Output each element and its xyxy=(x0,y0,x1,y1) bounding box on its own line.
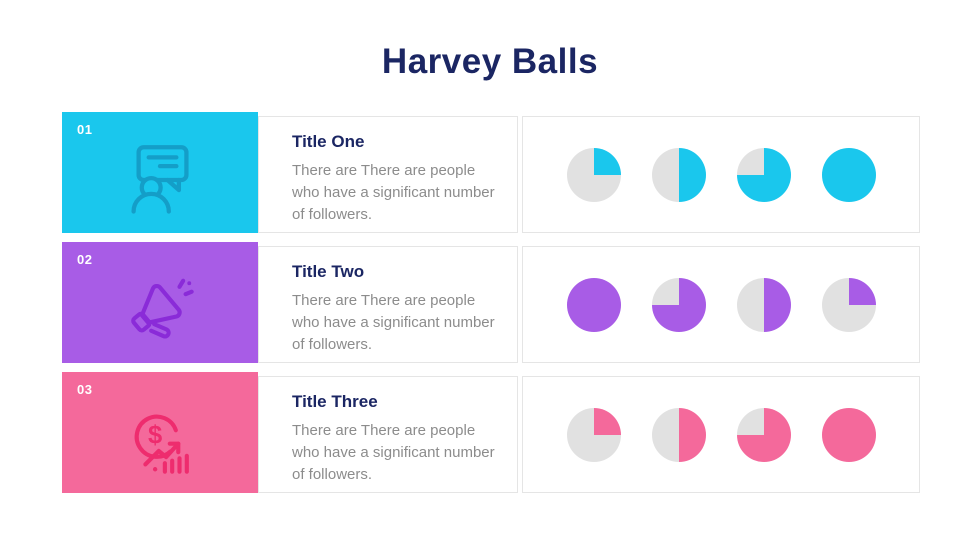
rows-container: 01 Title One There are There are people … xyxy=(62,112,920,502)
harvey-ball xyxy=(566,277,621,332)
harvey-ball xyxy=(651,407,706,462)
harvey-balls-group xyxy=(522,116,920,233)
row-number: 03 xyxy=(77,382,93,397)
row-number-box: 01 xyxy=(62,112,258,233)
row-item: 01 Title One There are There are people … xyxy=(62,112,920,237)
row-text-card: Title Three There are There are people w… xyxy=(258,376,518,493)
megaphone-icon xyxy=(62,256,258,363)
row-text-card: Title Two There are There are people who… xyxy=(258,246,518,363)
harvey-ball xyxy=(736,147,791,202)
row-description: There are There are people who have a si… xyxy=(292,162,495,223)
harvey-ball xyxy=(821,277,876,332)
harvey-ball xyxy=(566,407,621,462)
row-description: There are There are people who have a si… xyxy=(292,292,495,353)
row-title: Title Three xyxy=(292,392,378,411)
harvey-ball xyxy=(821,147,876,202)
svg-text:$: $ xyxy=(148,421,162,449)
harvey-ball xyxy=(821,407,876,462)
row-number: 02 xyxy=(77,252,93,267)
harvey-ball xyxy=(566,147,621,202)
harvey-balls-group xyxy=(522,246,920,363)
row-number-box: 02 xyxy=(62,242,258,363)
presentation-person-icon xyxy=(62,126,258,233)
row-number: 01 xyxy=(77,122,93,137)
row-item: 03 $ Title Three xyxy=(62,372,920,497)
harvey-balls-group xyxy=(522,376,920,493)
harvey-ball xyxy=(651,277,706,332)
row-text-card: Title One There are There are people who… xyxy=(258,116,518,233)
page-title: Harvey Balls xyxy=(381,42,599,81)
harvey-ball xyxy=(651,147,706,202)
row-title: Title One xyxy=(292,132,365,151)
money-growth-icon: $ xyxy=(62,386,258,493)
row-item: 02 Title Two There a xyxy=(62,242,920,367)
row-title: Title Two xyxy=(292,262,365,281)
harvey-ball xyxy=(736,407,791,462)
row-number-box: 03 $ xyxy=(62,372,258,493)
harvey-ball xyxy=(736,277,791,332)
row-description: There are There are people who have a si… xyxy=(292,422,495,483)
